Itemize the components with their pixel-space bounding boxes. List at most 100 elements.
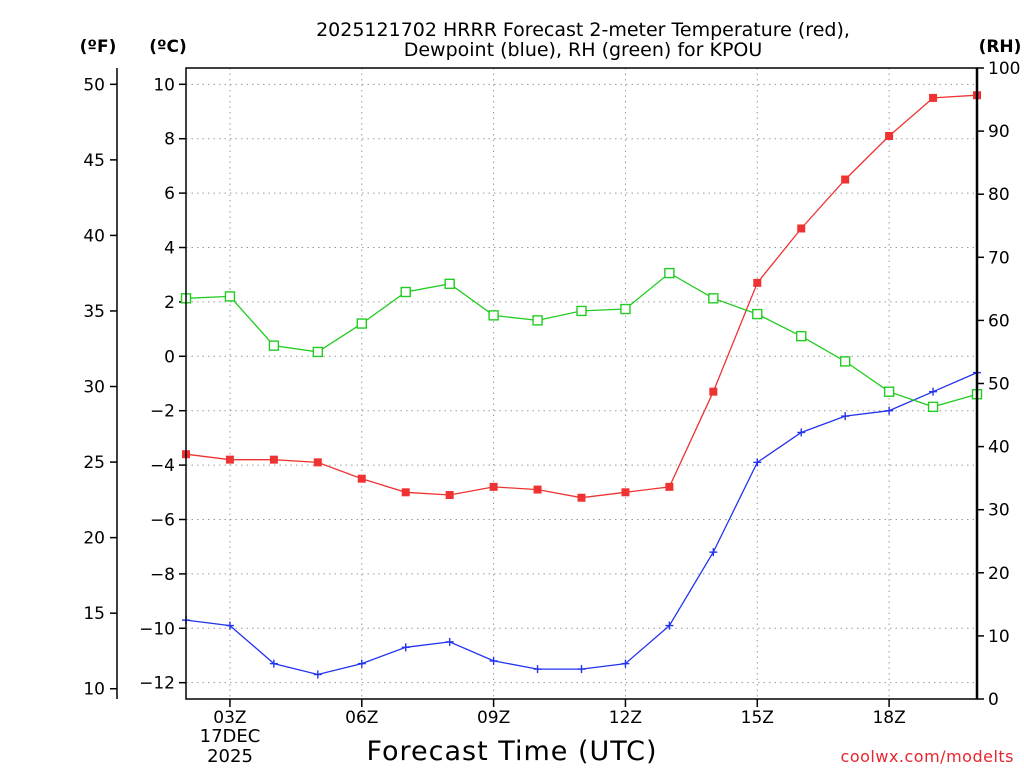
x-tick-label: 12Z: [609, 708, 642, 728]
x-tick-label: 09Z: [477, 708, 510, 728]
x-axis-title: Forecast Time (UTC): [366, 736, 657, 767]
rh-point: [268, 340, 280, 351]
dewpoint-point: [929, 387, 938, 396]
credit-text: coolwx.com/modelts: [841, 747, 1014, 766]
rh-point: [532, 315, 543, 326]
dewpoint-point: [357, 659, 366, 668]
dewpoint-point: [665, 621, 674, 630]
rh-point: [488, 310, 499, 321]
celsius-tick-label: 4: [164, 239, 175, 259]
fahrenheit-tick-label: 35: [83, 302, 105, 322]
temperature-point: [313, 458, 322, 467]
celsius-tick-label: −8: [150, 565, 175, 585]
dewpoint-point: [489, 656, 498, 665]
chart-title-line-2: Dewpoint (blue), RH (green) for KPOU: [404, 39, 763, 61]
rh-tick-label: 10: [988, 627, 1010, 647]
temperature-point: [445, 491, 454, 500]
temperature-point: [885, 131, 894, 140]
celsius-tick-label: 6: [164, 184, 175, 204]
rh-point: [839, 356, 851, 367]
celsius-tick-label: −6: [150, 510, 175, 530]
dewpoint-point: [621, 659, 630, 668]
rh-point: [576, 305, 587, 317]
dewpoint-point: [269, 659, 278, 668]
rh-point: [708, 293, 719, 304]
temperature-point: [577, 493, 586, 502]
dewpoint-point: [709, 548, 718, 557]
rh-tick-label: 100: [988, 59, 1020, 79]
dewpoint-point: [313, 670, 322, 679]
dewpoint-point: [885, 406, 894, 415]
temperature-point: [753, 278, 762, 287]
gridlines: [186, 68, 977, 699]
temperature-point: [401, 488, 410, 497]
dewpoint-point: [841, 412, 850, 421]
fahrenheit-tick-label: 25: [83, 453, 105, 473]
date-label-day: 17DEC: [200, 726, 261, 747]
rh-tick-label: 80: [988, 185, 1010, 205]
celsius-tick-label: 8: [164, 130, 175, 150]
fahrenheit-tick-label: 45: [83, 151, 105, 171]
chart-title-line-1: 2025121702 HRRR Forecast 2-meter Tempera…: [316, 19, 850, 41]
fahrenheit-axis: 50 45 40 35 30 25 20 15 10: [83, 68, 118, 700]
rh-tick-label: 60: [988, 311, 1010, 331]
x-tick-label: 15Z: [741, 708, 774, 728]
dewpoint-point: [401, 643, 410, 652]
rh-point: [796, 330, 807, 342]
rh-tick-label: 30: [988, 501, 1010, 521]
rh-point: [444, 278, 455, 290]
celsius-tick-label: −12: [139, 674, 175, 694]
rh-point: [620, 303, 631, 315]
temperature-point: [841, 175, 850, 184]
temperature-point: [929, 93, 938, 102]
rh-tick-label: 90: [988, 122, 1010, 142]
series-rh: [180, 267, 983, 413]
temperature-point: [489, 482, 498, 491]
temperature-point: [621, 488, 630, 497]
fahrenheit-tick-label: 30: [83, 378, 105, 398]
x-tick-label: 18Z: [872, 708, 905, 728]
dewpoint-point: [225, 621, 234, 630]
dewpoint-point: [753, 458, 762, 467]
rh-point: [927, 401, 939, 413]
rh-unit-label: (RH): [979, 37, 1022, 57]
temperature-point: [533, 485, 542, 494]
rh-tick-label: 20: [988, 564, 1010, 584]
series-layer: [180, 91, 983, 679]
temperature-point: [225, 455, 234, 464]
rh-tick-label: 0: [988, 690, 999, 710]
rh-point: [224, 291, 236, 302]
x-axis: 03Z 06Z 09Z 12Z 15Z 18Z: [213, 699, 906, 728]
celsius-tick-label: 2: [164, 293, 175, 313]
date-label-year: 2025: [207, 746, 253, 767]
dewpoint-point: [797, 428, 806, 437]
rh-point: [400, 286, 411, 298]
temperature-point: [269, 455, 278, 464]
celsius-tick-label: −10: [139, 619, 175, 639]
rh-tick-label: 70: [988, 248, 1010, 268]
celsius-unit-label: (ºC): [149, 37, 187, 57]
fahrenheit-tick-label: 10: [83, 680, 105, 700]
rh-tick-label: 50: [988, 375, 1010, 395]
fahrenheit-tick-label: 20: [83, 529, 105, 549]
rh-point: [356, 318, 367, 329]
fahrenheit-tick-label: 40: [83, 226, 105, 246]
rh-point: [752, 308, 763, 320]
x-tick-label: 03Z: [213, 708, 246, 728]
rh-point: [883, 386, 895, 397]
x-tick-label: 06Z: [345, 708, 378, 728]
dewpoint-point: [577, 665, 586, 674]
celsius-tick-label: −4: [150, 456, 175, 476]
celsius-tick-label: 0: [164, 347, 175, 367]
temperature-point: [357, 474, 366, 483]
fahrenheit-tick-label: 15: [83, 604, 105, 624]
dewpoint-point: [533, 665, 542, 674]
temperature-point: [709, 387, 718, 396]
temperature-point: [665, 482, 674, 491]
fahrenheit-unit-label: (ºF): [80, 37, 117, 57]
celsius-tick-label: −2: [150, 402, 175, 422]
rh-point: [664, 267, 675, 279]
